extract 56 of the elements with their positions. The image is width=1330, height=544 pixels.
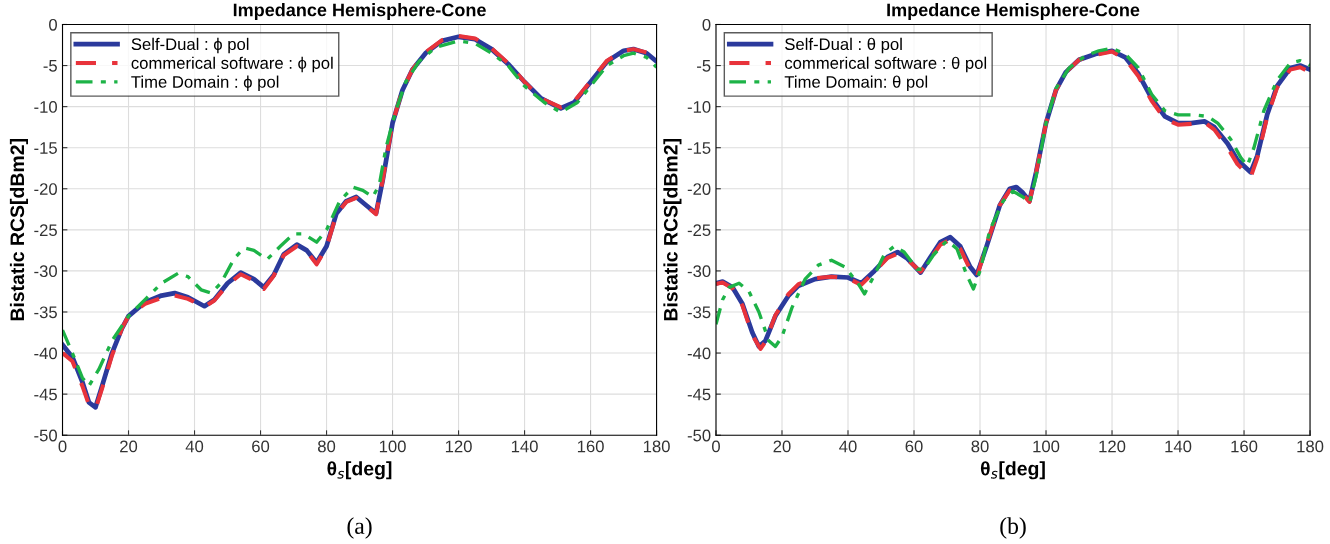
- x-axis-title: θ$_{s}$[deg]: [980, 461, 1045, 480]
- text: (a): [347, 517, 372, 539]
- x-axis-title: θ$_{s}$[deg]: [327, 461, 392, 480]
- x-tick-label: 0: [712, 440, 720, 453]
- y-tick-label: -20: [34, 183, 57, 195]
- legend-label: Self-Dual : θ pol: [785, 37, 902, 54]
- x-tick-label: 120: [1099, 440, 1126, 453]
- legend-label: commerical software : θ pol: [785, 56, 987, 73]
- y-tick-label: -5: [43, 60, 57, 72]
- y-tick-label: -20: [687, 183, 711, 195]
- x-tick-label: 180: [1297, 440, 1324, 453]
- y-tick-label: -25: [34, 224, 57, 237]
- y-tick-label: -25: [687, 224, 711, 237]
- y-tick-label: -35: [687, 306, 711, 319]
- legend-label: Self-Dual : ϕ pol: [131, 37, 249, 54]
- chart-title: Impedance Hemisphere-Cone: [233, 3, 486, 20]
- x-tick-label: 20: [773, 440, 791, 453]
- y-tick-label: -45: [687, 388, 711, 401]
- x-tick-label: 0: [58, 440, 67, 453]
- y-tick-label: 0: [49, 18, 57, 31]
- x-tick-label: 60: [905, 440, 923, 453]
- x-tick-label: 160: [577, 440, 604, 453]
- y-tick-label: -50: [687, 429, 711, 442]
- x-tick-label: 60: [252, 440, 270, 453]
- x-tick-label: 80: [318, 440, 336, 453]
- y-tick-label: -30: [34, 265, 57, 278]
- x-tick-label: 100: [1033, 440, 1060, 453]
- x-tick-label: 80: [971, 440, 989, 453]
- y-tick-label: -35: [34, 306, 57, 319]
- y-tick-label: -10: [34, 101, 57, 113]
- x-tick-label: 140: [1165, 440, 1192, 453]
- y-tick-label: -50: [34, 429, 57, 442]
- x-tick-label: 180: [643, 440, 670, 453]
- text: (b): [1000, 517, 1026, 539]
- x-tick-label: 20: [120, 440, 138, 453]
- chart-title: Impedance Hemisphere-Cone: [887, 3, 1140, 20]
- y-tick-label: -30: [687, 265, 711, 278]
- x-tick-label: 40: [839, 440, 857, 453]
- y-tick-label: -15: [687, 142, 711, 154]
- y-tick-label: -15: [34, 142, 57, 154]
- y-axis-title: Bistatic RCS[dBm2]: [9, 139, 29, 321]
- x-tick-label: 120: [445, 440, 472, 453]
- x-tick-label: 160: [1231, 440, 1258, 453]
- legend-label: Time Domain: θ pol: [784, 75, 928, 92]
- y-axis-title: Bistatic RCS[dBm2]: [663, 139, 682, 321]
- y-tick-label: 0: [702, 18, 711, 31]
- x-tick-label: 100: [379, 440, 406, 453]
- x-tick-label: 40: [185, 440, 204, 453]
- y-tick-label: -10: [687, 101, 711, 113]
- legend-label: Time Domain : ϕ pol: [131, 75, 279, 92]
- y-tick-label: -5: [697, 60, 711, 72]
- legend-label: commerical software : ϕ pol: [131, 56, 333, 73]
- y-tick-label: -40: [687, 347, 711, 360]
- x-tick-label: 140: [511, 440, 538, 453]
- y-tick-label: -40: [34, 347, 57, 360]
- y-tick-label: -45: [34, 388, 57, 401]
